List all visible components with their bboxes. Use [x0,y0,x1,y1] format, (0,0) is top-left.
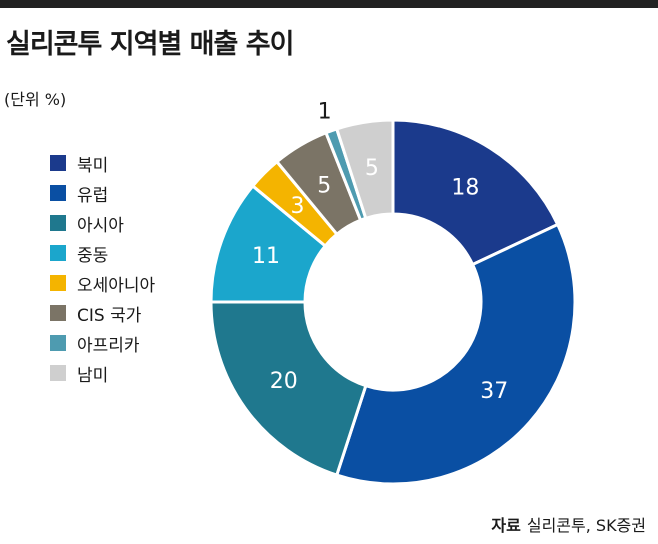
slice-value-label: 37 [480,379,508,404]
legend-swatch [50,365,66,381]
slice-value-label: 3 [291,194,305,219]
legend-label: 아시아 [77,215,124,236]
slice-value-label: 1 [318,99,332,124]
donut-slice [334,118,395,221]
legend-item: 아프리카 [50,333,155,356]
source-text: 실리콘투, SK증권 [526,516,646,535]
legend-item: 유럽 [50,183,155,206]
slice-value-label: 5 [365,156,379,181]
chart-title: 실리콘투 지역별 매출 추이 [6,29,294,60]
slice-value-label: 20 [270,369,298,394]
legend-item: 북미 [50,153,155,176]
legend-label: 유럽 [77,185,109,206]
legend-label: 오세아니아 [77,275,156,296]
slice-value-label: 11 [252,244,280,269]
legend-label: CIS 국가 [77,305,142,326]
legend-swatch [50,305,66,321]
legend-item: CIS 국가 [50,303,155,326]
slice-value-label: 18 [451,176,479,201]
donut-slice [391,118,560,267]
donut-slice [209,300,368,477]
legend-swatch [50,275,66,291]
legend-item: 아시아 [50,213,155,236]
legend-swatch [50,155,66,171]
donut-slice [334,222,577,486]
source-label: 자료 [491,516,521,535]
legend-item: 중동 [50,243,155,266]
legend-label: 아프리카 [77,335,140,356]
top-rule [0,0,658,8]
unit-label: (단위 %) [4,90,67,109]
legend-swatch [50,215,66,231]
legend-label: 중동 [77,245,109,266]
legend-swatch [50,335,66,351]
legend-item: 오세아니아 [50,273,156,296]
legend-swatch [50,245,66,261]
legend-item: 남미 [50,363,155,386]
source-note: 자료 실리콘투, SK증권 [491,512,646,536]
legend-label: 북미 [77,155,109,176]
legend-swatch [50,185,66,201]
slice-value-label: 5 [317,173,331,198]
legend-label: 남미 [77,365,109,386]
